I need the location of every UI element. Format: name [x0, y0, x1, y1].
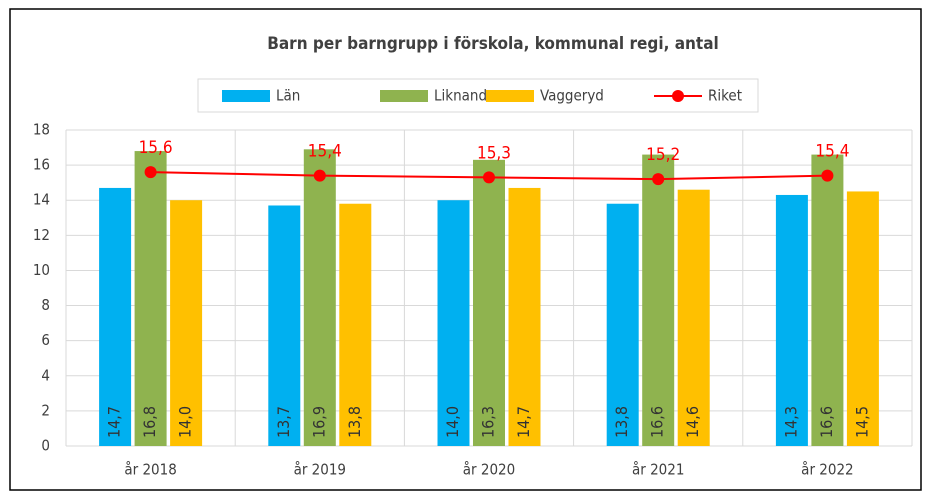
chart-title: Barn per barngrupp i förskola, kommunal …: [267, 34, 719, 54]
bar: [170, 200, 203, 446]
bar: [134, 151, 167, 447]
y-tick-label: 16: [33, 156, 50, 174]
y-tick-label: 6: [41, 331, 50, 349]
x-tick-label: år 2020: [463, 461, 515, 479]
bar-value-label: 16,8: [140, 406, 159, 438]
line-point: [313, 169, 326, 182]
legend-label: Riket: [708, 87, 742, 105]
y-tick-label: 2: [41, 401, 50, 419]
legend-swatch: [222, 90, 270, 102]
bar: [606, 203, 639, 446]
line-value-label: 15,4: [815, 142, 849, 162]
y-tick-label: 18: [33, 121, 50, 139]
line-value-label: 15,3: [477, 143, 511, 163]
line-point: [144, 166, 157, 179]
bar-value-label: 14,7: [514, 406, 533, 438]
bar: [99, 187, 132, 446]
bar: [846, 191, 879, 446]
x-tick-label: år 2022: [801, 461, 853, 479]
bar-value-label: 13,7: [274, 406, 293, 438]
legend-label: Län: [276, 87, 300, 105]
line-value-label: 15,6: [139, 138, 173, 158]
line-value-label: 15,4: [308, 142, 342, 162]
line-point: [652, 173, 665, 186]
line-value-label: 15,2: [646, 145, 680, 165]
bar-value-label: 14,3: [781, 406, 800, 438]
y-tick-label: 10: [33, 261, 50, 279]
x-tick-label: år 2019: [294, 461, 346, 479]
bar-value-label: 14,0: [176, 406, 195, 438]
y-tick-label: 8: [41, 296, 50, 314]
legend-label: Liknande: [434, 87, 495, 105]
bar: [339, 203, 372, 446]
line-point: [483, 171, 495, 184]
bar: [268, 205, 301, 446]
bar-value-label: 14,0: [443, 406, 462, 438]
bar-value-label: 14,5: [852, 406, 871, 438]
line-point: [821, 169, 834, 182]
bar-value-label: 16,6: [648, 406, 667, 438]
x-tick-label: år 2021: [632, 461, 684, 479]
bar-value-label: 13,8: [345, 406, 364, 438]
bar-value-label: 14,6: [683, 406, 702, 438]
x-tick-label: år 2018: [124, 461, 176, 479]
y-tick-label: 12: [33, 226, 50, 244]
bar-value-label: 14,7: [105, 406, 124, 438]
bar-value-label: 16,3: [479, 406, 498, 438]
legend-swatch: [380, 90, 428, 102]
bar: [303, 149, 336, 447]
legend-marker: [672, 90, 684, 102]
bar-value-label: 16,9: [309, 406, 328, 438]
bar: [775, 194, 808, 446]
y-tick-label: 4: [41, 366, 50, 384]
y-tick-label: 14: [33, 191, 50, 209]
bar: [508, 187, 541, 446]
bar: [677, 189, 710, 446]
bar: [642, 154, 675, 447]
legend-swatch: [486, 90, 534, 102]
y-tick-label: 0: [41, 437, 50, 455]
bar-value-label: 13,8: [612, 406, 631, 438]
bar: [473, 159, 505, 446]
legend-label: Vaggeryd: [540, 87, 604, 105]
bar: [811, 154, 844, 447]
bar: [437, 200, 470, 446]
bar-value-label: 16,6: [817, 406, 836, 438]
